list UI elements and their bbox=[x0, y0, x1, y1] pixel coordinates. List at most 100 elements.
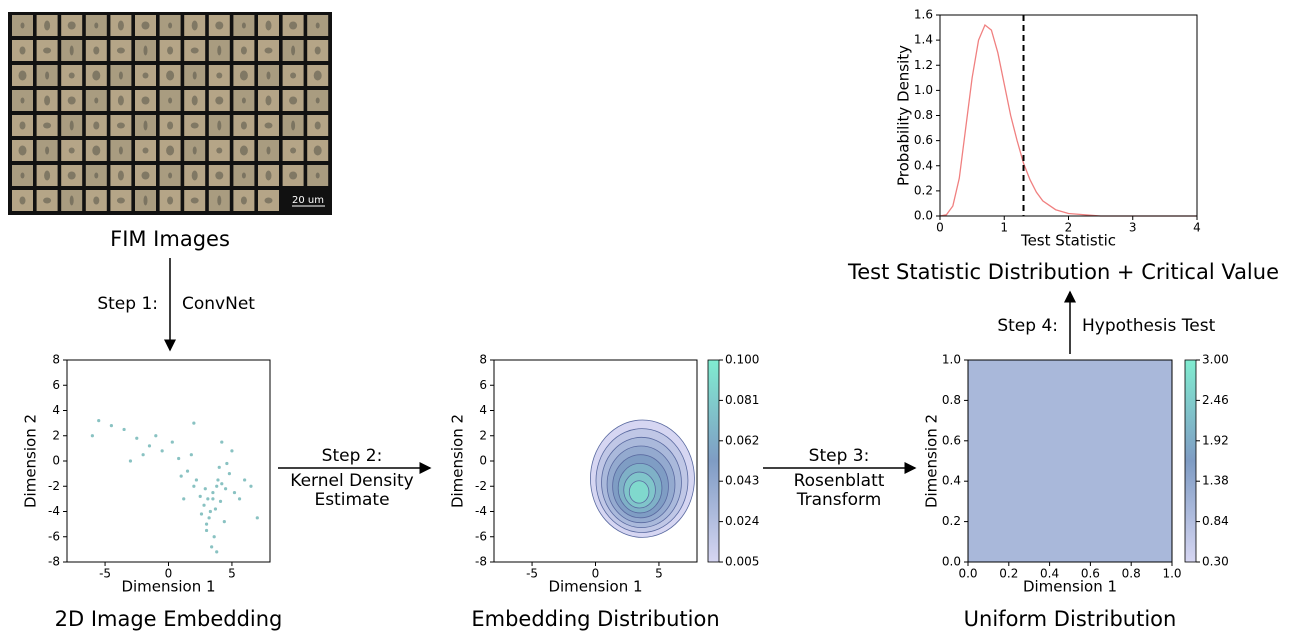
cell bbox=[45, 71, 50, 80]
cell bbox=[215, 171, 224, 180]
point bbox=[122, 427, 126, 432]
cell bbox=[20, 97, 25, 104]
colorbar-tick-label: 0.081 bbox=[725, 393, 759, 407]
cell bbox=[143, 45, 148, 56]
colorbar bbox=[707, 359, 720, 563]
cell bbox=[168, 97, 173, 104]
cell bbox=[68, 147, 75, 154]
y-tick-label: 0 bbox=[52, 454, 60, 468]
cell bbox=[190, 47, 199, 54]
cell bbox=[43, 122, 52, 129]
cell bbox=[18, 145, 27, 156]
point bbox=[177, 456, 181, 461]
cell bbox=[94, 22, 99, 29]
point bbox=[220, 482, 224, 486]
point bbox=[160, 449, 164, 453]
point bbox=[135, 436, 139, 440]
colorbar-tick-label: 1.92 bbox=[1202, 433, 1229, 447]
cell bbox=[67, 21, 76, 30]
cell bbox=[69, 120, 74, 131]
point bbox=[192, 484, 196, 488]
colorbar-tick-label: 0.024 bbox=[725, 514, 759, 528]
cell bbox=[44, 170, 51, 181]
y-tick-label: 0.2 bbox=[942, 514, 961, 528]
cell bbox=[92, 145, 101, 156]
plot-area bbox=[968, 360, 1172, 562]
y-tick-label: 2 bbox=[52, 428, 60, 442]
colorbar-tick-label: 0.100 bbox=[725, 353, 759, 367]
x-tick-label: 0 bbox=[936, 221, 944, 235]
cell bbox=[264, 122, 273, 129]
cell bbox=[44, 95, 51, 106]
cell bbox=[116, 122, 125, 129]
cell bbox=[43, 197, 52, 204]
point bbox=[222, 520, 226, 524]
cell bbox=[168, 172, 173, 179]
cell bbox=[215, 21, 224, 30]
point bbox=[215, 550, 219, 554]
cell bbox=[116, 47, 125, 54]
point bbox=[243, 478, 247, 482]
cell bbox=[19, 121, 26, 130]
cell bbox=[239, 70, 248, 81]
y-tick-label: 0.0 bbox=[942, 555, 961, 569]
y-axis-label: Dimension 2 bbox=[449, 414, 467, 508]
x-tick-label: 5 bbox=[228, 567, 236, 581]
x-tick-label: 0.4 bbox=[1040, 567, 1059, 581]
cell bbox=[192, 71, 197, 80]
cell bbox=[192, 146, 197, 155]
y-tick-label: 2 bbox=[479, 428, 487, 442]
step-method: Transform bbox=[796, 490, 882, 510]
cell bbox=[20, 172, 25, 179]
chart: 0 1 2 3 4 0.0 0.2 0.4 0.6 0.8 1.0 1.2 1.4 1.6 Test Sta… bbox=[847, 8, 1279, 285]
x-tick-label: 5 bbox=[655, 567, 663, 581]
cell bbox=[93, 196, 100, 205]
cell bbox=[69, 45, 74, 56]
x-tick-label: 1 bbox=[1000, 221, 1008, 235]
step-label: Step 2: bbox=[322, 446, 383, 466]
x-axis-label: Dimension 1 bbox=[121, 578, 215, 596]
point bbox=[218, 499, 223, 503]
cell bbox=[264, 47, 273, 54]
chart: 0.0 0.2 0.4 0.6 0.8 1.0 0.0 0.2 0.4 0.6 0.8 1.0 Dime… bbox=[923, 353, 1229, 631]
y-tick-label: 1.0 bbox=[914, 83, 933, 97]
x-tick-label: 0.8 bbox=[1122, 567, 1141, 581]
chart: -5 0 5 -8 -6 -4 -2 0 2 4 6 8 Dimension 1 Dimension 2 2… bbox=[22, 353, 283, 631]
point bbox=[230, 449, 234, 453]
cell bbox=[166, 145, 175, 156]
point bbox=[225, 461, 229, 466]
y-tick-label: 0.8 bbox=[914, 108, 933, 122]
step-method: Kernel Density bbox=[290, 471, 413, 491]
cell bbox=[241, 97, 246, 104]
step-label: Step 3: bbox=[809, 446, 870, 466]
cell bbox=[315, 172, 320, 179]
point bbox=[198, 494, 202, 498]
step-method: Rosenblatt bbox=[794, 471, 885, 491]
cell bbox=[217, 195, 222, 206]
point bbox=[206, 497, 210, 501]
colorbar-tick-label: 0.84 bbox=[1202, 514, 1229, 528]
cell bbox=[43, 47, 52, 54]
y-tick-label: 0 bbox=[479, 454, 487, 468]
y-tick-label: 0.8 bbox=[942, 393, 961, 407]
chart: -5 0 5 -8 -6 -4 -2 0 2 4 6 8 Dimension 1 Dimension 2 E… bbox=[449, 353, 760, 631]
cell bbox=[143, 195, 148, 206]
cell bbox=[93, 121, 100, 130]
cell bbox=[68, 72, 75, 79]
cell bbox=[264, 197, 273, 204]
y-tick-label: -4 bbox=[475, 504, 487, 518]
cell bbox=[266, 71, 271, 80]
cell bbox=[141, 171, 150, 180]
cell bbox=[167, 46, 174, 55]
cell bbox=[94, 97, 99, 104]
y-axis-label: Dimension 2 bbox=[22, 414, 40, 508]
step-method: ConvNet bbox=[182, 294, 255, 314]
axes-frame bbox=[939, 14, 1198, 217]
density-fill bbox=[968, 360, 1172, 562]
plot-area bbox=[90, 419, 259, 554]
x-axis-label: Dimension 1 bbox=[548, 578, 642, 596]
point bbox=[154, 434, 158, 438]
cell bbox=[313, 145, 322, 156]
cell bbox=[167, 121, 174, 130]
cell bbox=[67, 171, 76, 180]
